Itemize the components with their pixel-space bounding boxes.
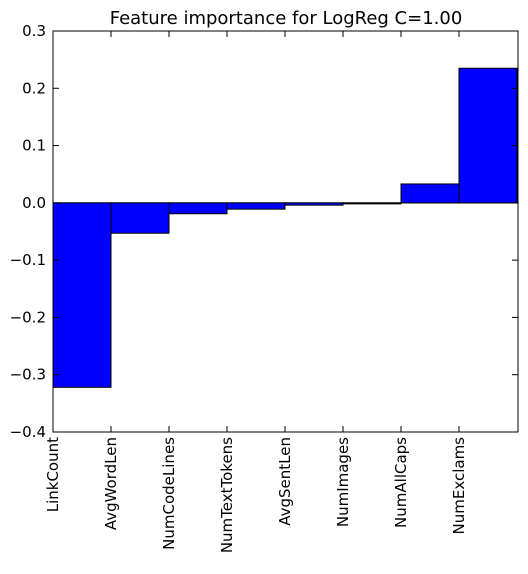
chart-title: Feature importance for LogReg C=1.00 <box>110 8 463 29</box>
x-tick-label: AvgSentLen <box>276 437 294 526</box>
plot-frame <box>52 30 519 433</box>
bar-numcodelines <box>168 202 228 215</box>
bar-numallcaps <box>400 183 460 204</box>
y-tick-label: 0.2 <box>22 79 46 97</box>
x-tick-label: LinkCount <box>44 437 62 512</box>
y-tick-label: 0.1 <box>22 137 46 155</box>
bars-group <box>52 67 518 388</box>
x-tick-label: NumAllCaps <box>392 437 410 528</box>
bar-numimages <box>342 202 402 205</box>
bar-avgsentlen <box>284 202 344 206</box>
x-tick-label: NumCodeLines <box>160 437 178 550</box>
y-tick-label: −0.2 <box>10 308 46 326</box>
x-tick-label: NumExclams <box>450 437 468 535</box>
y-tick-label: −0.4 <box>10 423 46 441</box>
x-tick-label: NumImages <box>334 437 352 527</box>
bar-linkcount <box>52 202 112 388</box>
y-ticks-group: 0.3 0.2 0.1 0.0 −0.1 −0.2 −0.3 −0.4 <box>10 22 518 441</box>
x-tick-label: AvgWordLen <box>102 437 120 530</box>
bar-numtexttokens <box>226 202 286 210</box>
x-tick-label: NumTextTokens <box>218 437 236 553</box>
bar-avgwordlen <box>110 202 170 234</box>
y-tick-label: −0.3 <box>10 366 46 384</box>
x-ticks-group: LinkCount AvgWordLen NumCodeLines NumTextTo… <box>44 31 468 553</box>
y-tick-label: 0.3 <box>22 22 46 40</box>
y-tick-label: 0.0 <box>22 194 46 212</box>
bar-numexclams <box>458 67 518 204</box>
y-tick-label: −0.1 <box>10 251 46 269</box>
